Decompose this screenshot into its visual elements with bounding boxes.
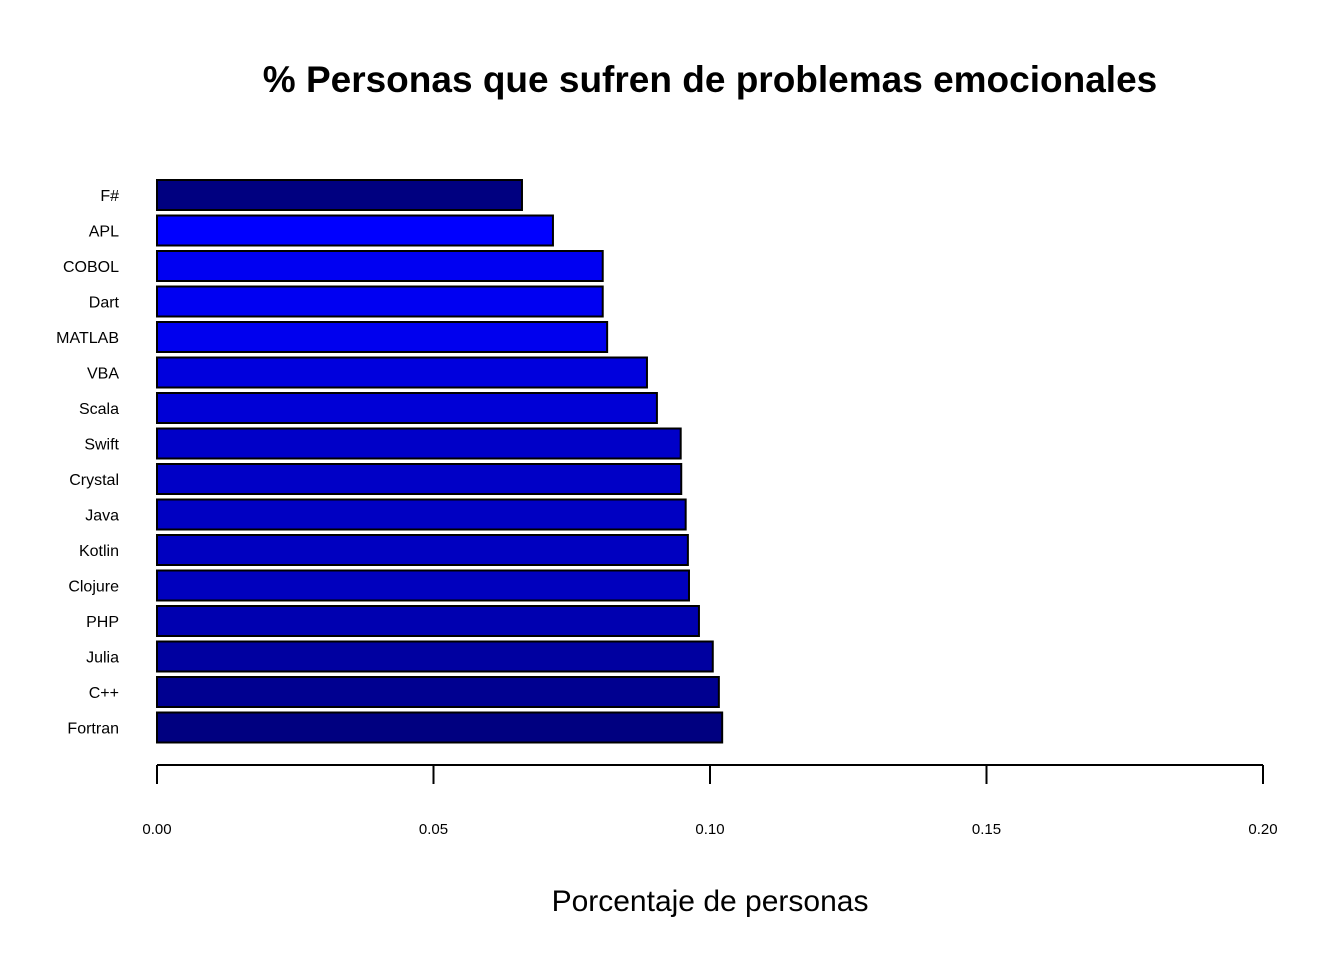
category-label-scala: Scala: [79, 401, 119, 418]
category-label-crystal: Crystal: [69, 472, 119, 489]
bar-kotlin: [156, 534, 689, 566]
bar-java: [156, 498, 687, 531]
bar-fortran: [156, 711, 724, 744]
bar-clojure: [156, 569, 690, 602]
x-tick-label-1: 0.05: [419, 821, 448, 838]
bar-f-sharp: [156, 179, 523, 211]
bar-swift: [156, 427, 682, 460]
bar-vba: [156, 356, 648, 389]
category-label-php: PHP: [86, 614, 119, 631]
bar-cpp: [156, 676, 720, 708]
bar-php: [156, 605, 700, 637]
category-label-clojure: Clojure: [68, 579, 119, 596]
bar-matlab: [156, 321, 609, 353]
category-label-apl: APL: [89, 224, 119, 241]
x-tick-label-0: 0.00: [142, 821, 171, 838]
bar-crystal: [156, 463, 683, 495]
x-tick-label-3: 0.15: [972, 821, 1001, 838]
category-label-fortran: Fortran: [67, 721, 119, 738]
category-label-kotlin: Kotlin: [79, 543, 119, 560]
category-label-dart: Dart: [89, 295, 120, 312]
category-label-cpp: C++: [89, 685, 119, 702]
category-labels: F# APL COBOL Dart MATLAB VBA Scala Swift Crystal…: [56, 188, 119, 738]
bar-cobol: [156, 250, 604, 282]
bar-apl: [156, 214, 554, 247]
category-label-cobol: COBOL: [63, 259, 119, 276]
category-label-java: Java: [85, 508, 119, 525]
bar-julia: [156, 640, 714, 673]
x-tick-label-4: 0.20: [1248, 821, 1277, 838]
category-label-julia: Julia: [86, 650, 119, 667]
x-axis: 0.00 0.05 0.10 0.15 0.20: [142, 764, 1278, 838]
category-label-vba: VBA: [87, 366, 119, 383]
bar-scala: [156, 392, 658, 424]
bar-dart: [156, 285, 604, 318]
x-tick-label-2: 0.10: [695, 821, 724, 838]
bars-group: [156, 179, 724, 744]
x-axis-label: Porcentaje de personas: [552, 885, 869, 918]
category-label-f-sharp: F#: [100, 188, 119, 205]
category-label-swift: Swift: [84, 437, 119, 454]
chart-title: % Personas que sufren de problemas emoci…: [263, 59, 1157, 100]
category-label-matlab: MATLAB: [56, 330, 119, 347]
